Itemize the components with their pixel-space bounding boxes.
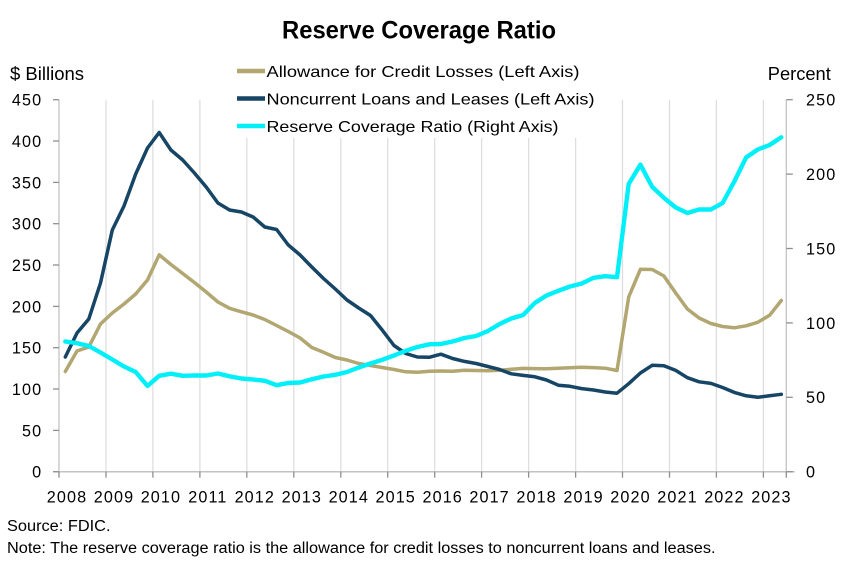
svg-text:200: 200	[12, 298, 42, 316]
svg-text:Allowance for Credit Losses (L: Allowance for Credit Losses (Left Axis)	[267, 64, 580, 81]
svg-text:50: 50	[806, 389, 826, 407]
svg-text:2012: 2012	[235, 488, 275, 506]
svg-text:2015: 2015	[375, 488, 415, 506]
svg-text:2010: 2010	[141, 488, 181, 506]
svg-text:2011: 2011	[188, 488, 227, 506]
svg-text:350: 350	[12, 174, 42, 192]
svg-text:2023: 2023	[751, 488, 791, 506]
svg-text:2017: 2017	[469, 488, 509, 506]
svg-text:2013: 2013	[282, 488, 322, 506]
svg-text:2022: 2022	[704, 488, 744, 506]
svg-text:200: 200	[806, 166, 836, 184]
svg-text:2009: 2009	[94, 488, 134, 506]
svg-text:400: 400	[12, 133, 42, 151]
svg-text:2021: 2021	[657, 488, 697, 506]
svg-text:50: 50	[22, 422, 42, 440]
svg-text:Reserve Coverage Ratio: Reserve Coverage Ratio	[282, 17, 556, 45]
svg-text:2020: 2020	[610, 488, 650, 506]
svg-text:2018: 2018	[516, 488, 556, 506]
svg-text:2019: 2019	[563, 488, 603, 506]
svg-text:0: 0	[32, 464, 42, 482]
svg-text:2016: 2016	[422, 488, 462, 506]
svg-text:$ Billions: $ Billions	[10, 63, 84, 84]
svg-text:100: 100	[806, 315, 836, 333]
svg-text:150: 150	[12, 340, 42, 358]
svg-text:0: 0	[806, 464, 816, 482]
svg-text:100: 100	[12, 381, 42, 399]
svg-text:150: 150	[806, 240, 836, 258]
svg-text:2014: 2014	[329, 488, 369, 506]
svg-text:Noncurrent Loans and Leases (L: Noncurrent Loans and Leases (Left Axis)	[267, 92, 595, 109]
svg-text:Percent: Percent	[768, 63, 831, 84]
svg-text:Reserve Coverage Ratio (Right: Reserve Coverage Ratio (Right Axis)	[267, 119, 559, 136]
svg-text:250: 250	[806, 92, 836, 110]
svg-text:2008: 2008	[47, 488, 87, 506]
svg-text:250: 250	[12, 257, 42, 275]
svg-text:Source: FDIC.: Source: FDIC.	[7, 518, 111, 535]
svg-text:300: 300	[12, 216, 42, 234]
svg-text:450: 450	[12, 92, 42, 110]
svg-text:Note: The reserve coverage rat: Note: The reserve coverage ratio is the …	[7, 540, 715, 557]
